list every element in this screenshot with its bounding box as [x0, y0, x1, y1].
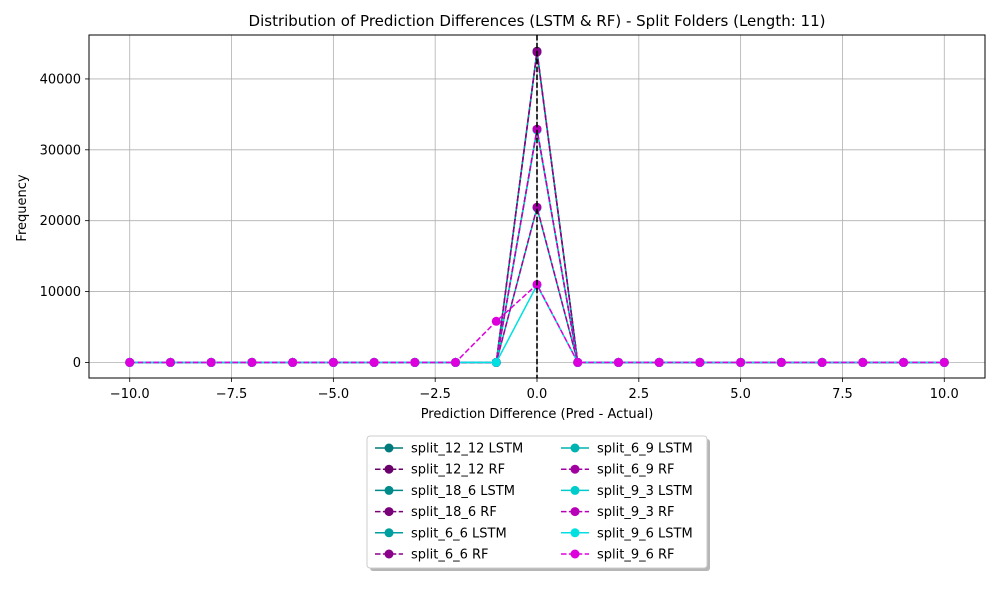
data-point [451, 357, 461, 367]
y-axis-label: Frequency [15, 174, 30, 241]
legend-marker [384, 485, 394, 495]
data-point [288, 357, 298, 367]
x-tick-label: 5.0 [730, 387, 751, 402]
data-point [573, 357, 583, 367]
legend: split_12_12 LSTM split_12_12 RF split_18_6… [366, 435, 710, 571]
legend-label: split_6_6 LSTM [411, 526, 507, 541]
legend-marker [384, 507, 394, 517]
data-point [165, 357, 175, 367]
data-point [654, 357, 664, 367]
y-tick-label: 40000 [40, 72, 81, 87]
legend-marker [384, 528, 394, 538]
legend-marker [570, 464, 580, 474]
legend-label: split_6_9 RF [597, 463, 675, 478]
legend-marker [570, 507, 580, 517]
legend-marker [384, 443, 394, 453]
data-point [532, 124, 542, 134]
legend-marker [384, 464, 394, 474]
legend-label: split_6_6 RF [411, 548, 489, 563]
x-tick-label: −2.5 [419, 387, 451, 402]
legend-label: split_12_12 LSTM [411, 442, 523, 457]
x-tick-label: −5.0 [318, 387, 350, 402]
data-point [491, 316, 501, 326]
data-point [776, 357, 786, 367]
data-point [613, 357, 623, 367]
x-tick-label: 10.0 [930, 387, 959, 402]
data-point [858, 357, 868, 367]
data-point [125, 357, 135, 367]
legend-marker [570, 443, 580, 453]
y-tick-label: 0 [73, 356, 81, 371]
y-tick-label: 30000 [40, 143, 81, 158]
chart-title: Distribution of Prediction Differences (… [249, 12, 826, 30]
ticks: −10.0 −7.5 −5.0 −2.5 0.0 2.5 5.0 7.5 10.0 0 10000 2… [40, 72, 959, 402]
legend-label: split_18_6 LSTM [411, 484, 515, 499]
legend-marker [570, 528, 580, 538]
data-point [206, 357, 216, 367]
legend-label: split_9_3 LSTM [597, 484, 693, 499]
data-point [899, 357, 909, 367]
legend-marker [570, 549, 580, 559]
legend-label: split_9_3 RF [597, 505, 675, 520]
x-tick-label: −10.0 [110, 387, 150, 402]
legend-label: split_6_9 LSTM [597, 442, 693, 457]
legend-label: split_18_6 RF [411, 505, 497, 520]
legend-label: split_12_12 RF [411, 463, 505, 478]
legend-label: split_9_6 RF [597, 548, 675, 563]
data-point [328, 357, 338, 367]
data-point [695, 357, 705, 367]
x-tick-label: −7.5 [216, 387, 248, 402]
y-tick-label: 20000 [40, 214, 81, 229]
data-point [491, 357, 501, 367]
x-tick-label: 0.0 [527, 387, 548, 402]
data-point [532, 202, 542, 212]
legend-marker [384, 549, 394, 559]
legend-box [366, 435, 708, 569]
data-point [736, 357, 746, 367]
x-tick-label: 7.5 [832, 387, 853, 402]
data-point [939, 357, 949, 367]
legend-label: split_9_6 LSTM [597, 526, 693, 541]
y-tick-label: 10000 [40, 285, 81, 300]
data-point [247, 357, 257, 367]
data-point [410, 357, 420, 367]
data-point [817, 357, 827, 367]
legend-marker [570, 485, 580, 495]
x-tick-label: 2.5 [628, 387, 649, 402]
x-axis-label: Prediction Difference (Pred - Actual) [421, 407, 654, 422]
data-point [369, 357, 379, 367]
